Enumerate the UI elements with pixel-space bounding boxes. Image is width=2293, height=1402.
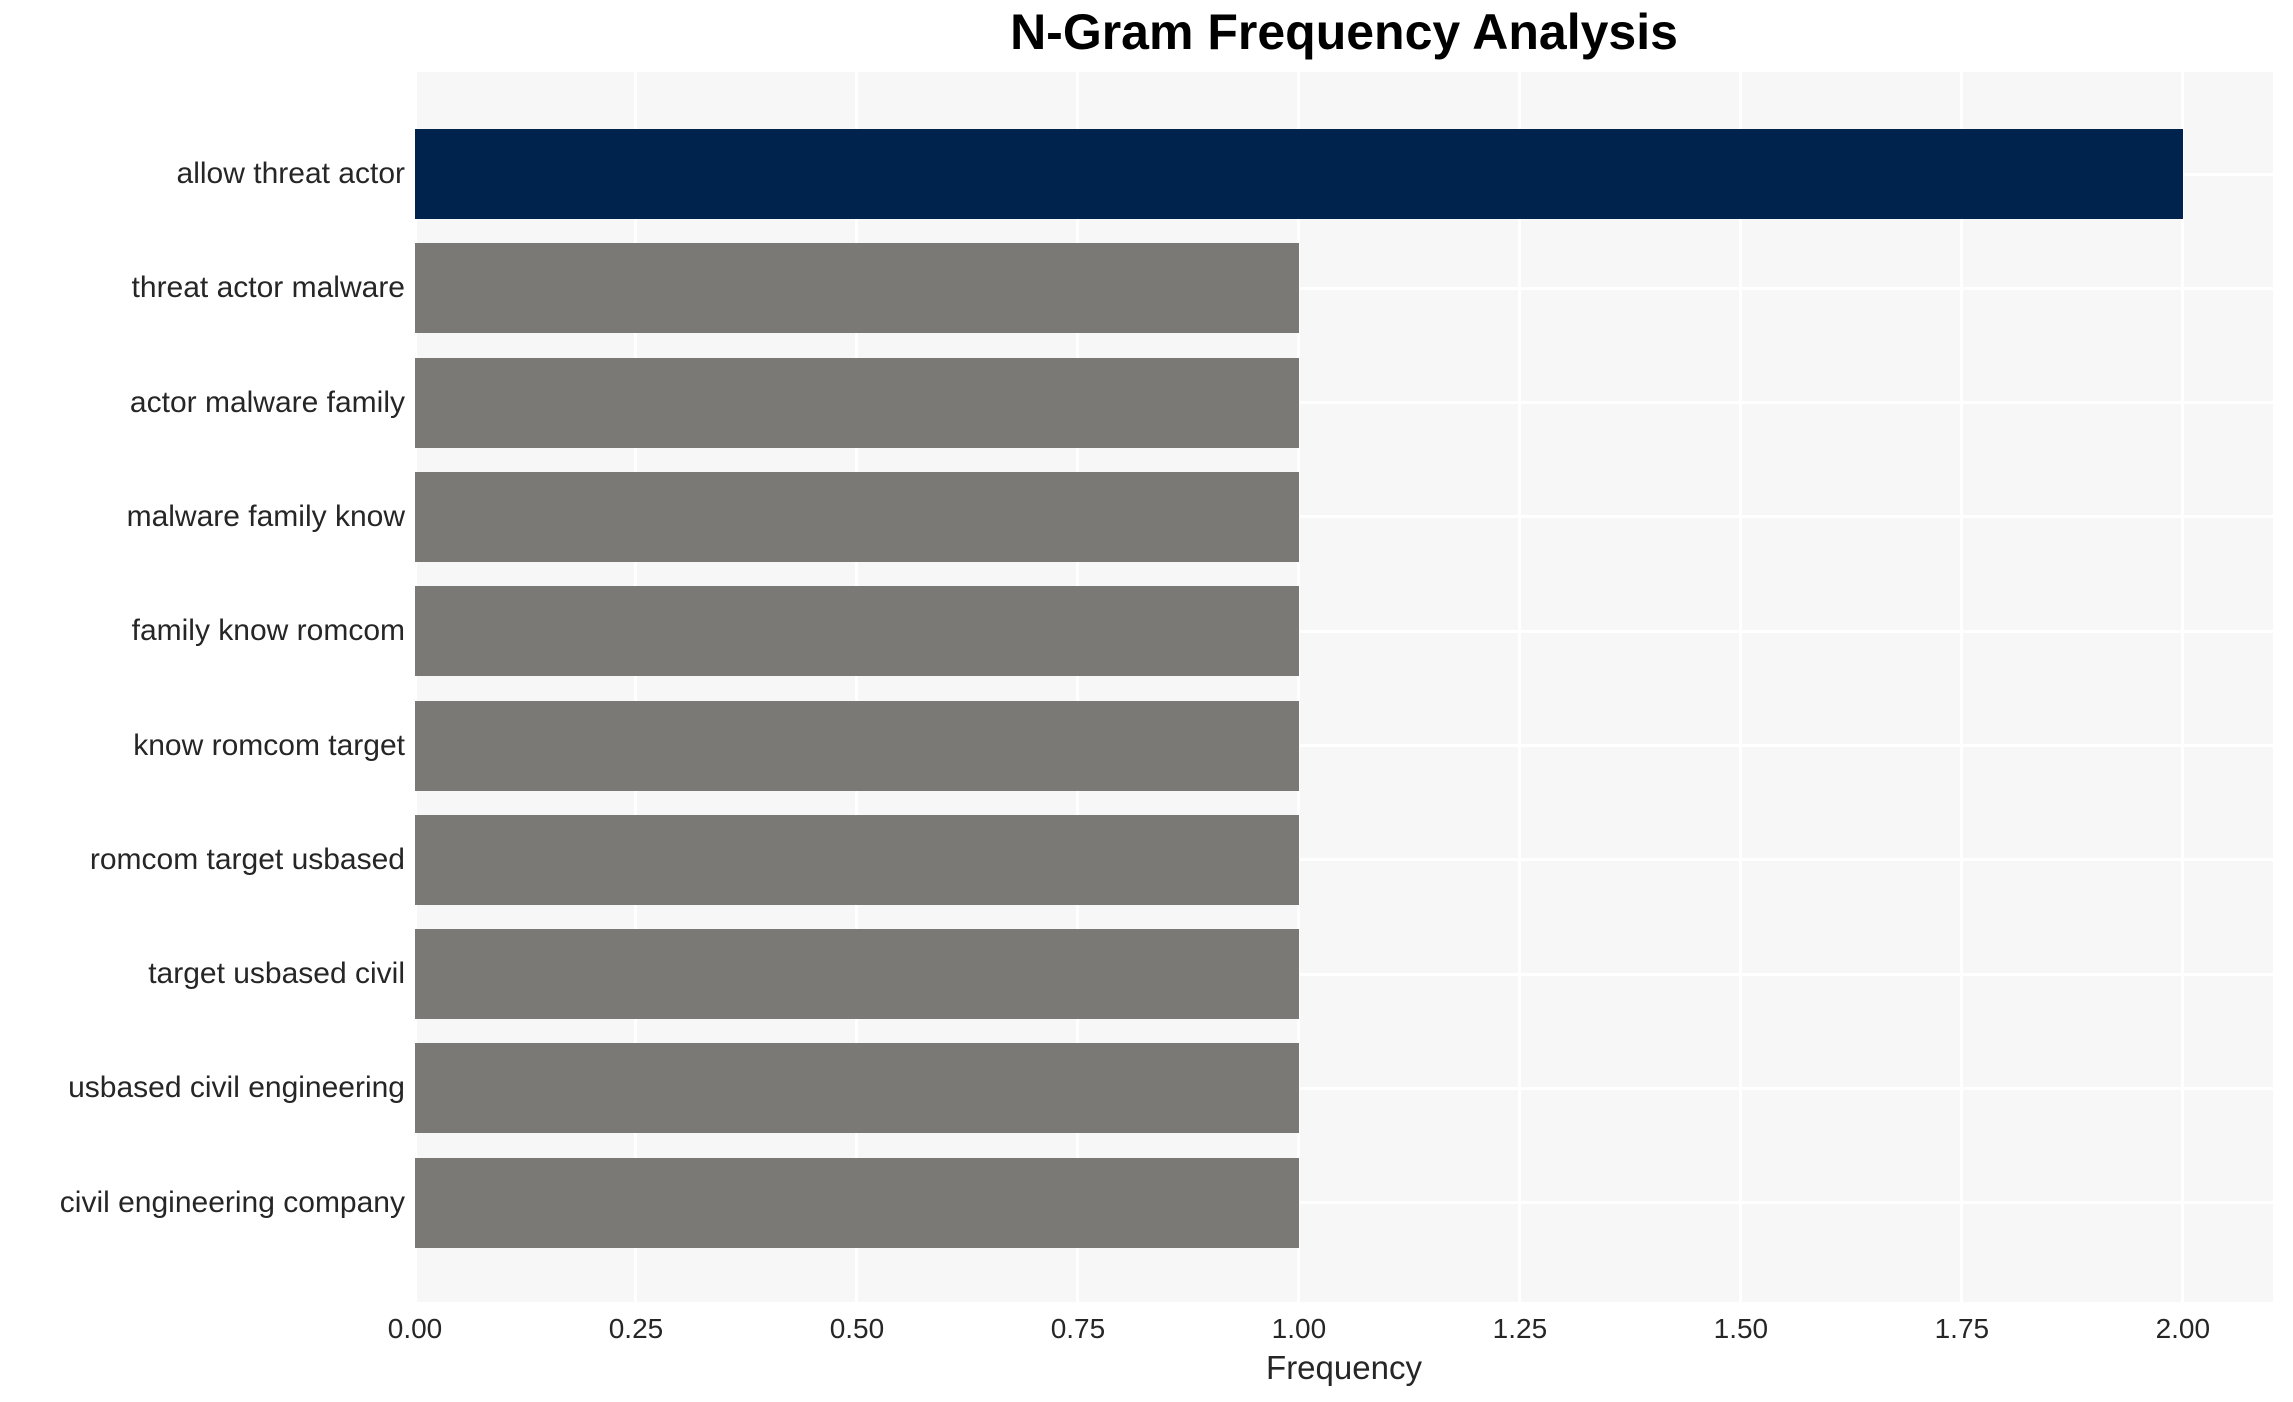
y-tick-label-8: usbased civil engineering — [68, 1071, 405, 1105]
gridline-y-2 — [415, 401, 2273, 405]
gridline-x-0.00 — [415, 72, 417, 1302]
bar-actor-malware-family — [415, 357, 1299, 448]
bar-civil-engineering-company — [415, 1157, 1299, 1248]
y-tick-label-3: malware family know — [126, 499, 405, 533]
x-tick-label-1.25: 1.25 — [1492, 1313, 1548, 1344]
gridline-x-2.00 — [2181, 72, 2185, 1302]
x-axis-label: Frequency — [1266, 1349, 1422, 1386]
gridline-y-8 — [415, 1086, 2273, 1090]
gridline-y-6 — [415, 858, 2273, 862]
x-tick-label-1.00: 1.00 — [1271, 1313, 1327, 1344]
x-tick-label-0.75: 0.75 — [1050, 1313, 1106, 1344]
y-tick-label-2: actor malware family — [129, 385, 405, 419]
gridline-y-3 — [415, 515, 2273, 519]
gridline-y-7 — [415, 972, 2273, 976]
gridline-x-0.75 — [1076, 72, 1080, 1302]
bar-threat-actor-malware — [415, 243, 1299, 334]
gridline-x-0.25 — [634, 72, 638, 1302]
gridline-y-1 — [415, 286, 2273, 290]
y-tick-label-4: family know romcom — [131, 614, 405, 648]
y-tick-label-7: target usbased civil — [148, 957, 405, 991]
gridline-y-5 — [415, 744, 2273, 747]
bar-allow-threat-actor — [415, 129, 2183, 219]
gridline-x-1.25 — [1518, 72, 1522, 1302]
gridline-y-4 — [415, 629, 2273, 633]
gridline-y-9 — [415, 1201, 2273, 1205]
x-tick-label-0.25: 0.25 — [608, 1313, 664, 1344]
x-tick-label-0.50: 0.50 — [829, 1313, 885, 1344]
bar-usbased-civil-engineering — [415, 1043, 1299, 1134]
y-tick-label-5: know romcom target — [133, 728, 405, 762]
x-tick-label-0.00: 0.00 — [387, 1313, 443, 1344]
bar-know-romcom-target — [415, 700, 1299, 791]
bar-family-know-romcom — [415, 586, 1299, 677]
gridline-x-1.50 — [1739, 72, 1743, 1302]
bar-target-usbased-civil — [415, 929, 1299, 1020]
x-tick-label-1.75: 1.75 — [1934, 1313, 1990, 1344]
bar-malware-family-know — [415, 471, 1299, 562]
y-tick-label-0: allow threat actor — [176, 157, 405, 190]
bar-romcom-target-usbased — [415, 814, 1299, 905]
gridline-x-1.75 — [1960, 72, 1964, 1302]
gridline-x-0.50 — [855, 72, 859, 1302]
gridline-x-1.00 — [1297, 72, 1301, 1302]
plot-area — [415, 72, 2273, 1302]
x-tick-label-1.50: 1.50 — [1713, 1313, 1769, 1344]
y-tick-label-1: threat actor malware — [131, 271, 405, 305]
x-tick-label-2.00: 2.00 — [2155, 1313, 2211, 1344]
chart-title: N-Gram Frequency Analysis — [1010, 4, 1678, 60]
y-tick-label-9: civil engineering company — [59, 1185, 405, 1219]
y-tick-label-6: romcom target usbased — [89, 842, 405, 876]
